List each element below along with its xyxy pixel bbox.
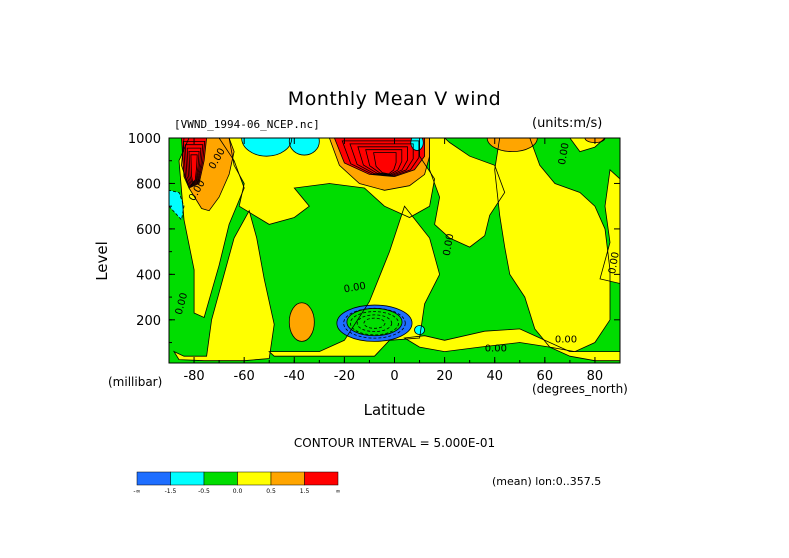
color-legend: -∞ -1.5 -0.5 0.0 0.5 1.5 ∞ xyxy=(133,471,341,495)
contour-line xyxy=(228,138,436,225)
contour-line xyxy=(341,140,420,177)
contour-line xyxy=(172,209,275,362)
contour-region xyxy=(241,138,292,157)
x-tick-label: 0 xyxy=(390,369,398,384)
legend-swatch xyxy=(136,471,171,486)
x-axis-units: (degrees_north) xyxy=(532,382,628,396)
y-tick-label: 600 xyxy=(136,223,161,238)
x-tick-label: 20 xyxy=(436,369,453,384)
x-tick-label: -20 xyxy=(334,369,355,384)
x-tick-label: -40 xyxy=(284,369,305,384)
contour-line xyxy=(494,138,611,353)
contour-line xyxy=(268,205,441,357)
contour-line xyxy=(169,189,185,221)
legend-label: 1.5 xyxy=(300,488,310,495)
contour-line xyxy=(569,138,606,153)
contour-label: 0.00 xyxy=(442,233,457,257)
contour-label: 0.00 xyxy=(555,335,577,346)
contour-line xyxy=(182,140,206,188)
contour-lines xyxy=(169,138,620,362)
x-tick-label: 60 xyxy=(537,369,554,384)
legend-swatch xyxy=(304,471,339,486)
contour-line xyxy=(356,314,393,332)
contour-region xyxy=(289,302,315,342)
contour-line xyxy=(350,311,399,336)
contour-region xyxy=(487,138,538,152)
contour-region xyxy=(600,169,620,284)
legend-label: -1.5 xyxy=(165,488,177,495)
contour-region xyxy=(494,138,610,352)
contour-line xyxy=(414,325,425,335)
dataset-label: [VWND_1994-06_NCEP.nc] xyxy=(174,118,320,131)
filled-contours xyxy=(169,138,620,363)
legend-label: -0.5 xyxy=(198,488,210,495)
contour-label: 0.00 xyxy=(607,251,622,275)
contour-line xyxy=(486,138,538,153)
legend-swatch xyxy=(237,471,272,486)
contour-line xyxy=(188,150,200,185)
legend-swatch xyxy=(203,471,238,486)
longitude-mean-note: (mean) lon:0..357.5 xyxy=(492,475,602,488)
contour-line xyxy=(288,138,320,156)
contour-region xyxy=(414,325,425,335)
legend-label: 0.0 xyxy=(233,488,243,495)
x-tick-label: 40 xyxy=(486,369,503,384)
contour-line xyxy=(410,138,424,151)
contour-region xyxy=(289,138,320,156)
y-tick-label: 800 xyxy=(136,177,161,192)
x-tick-label: 80 xyxy=(587,369,604,384)
contour-line xyxy=(328,138,431,191)
contour-line xyxy=(178,138,245,319)
y-tick-label: 400 xyxy=(136,268,161,283)
contour-line xyxy=(357,146,408,176)
contour-label: 0.00 xyxy=(557,142,572,166)
units-label: (units:m/s) xyxy=(532,116,603,131)
y-tick-label: 1000 xyxy=(128,132,161,147)
contour-line xyxy=(403,328,620,362)
contour-label: 0.00 xyxy=(343,281,367,296)
legend-swatch xyxy=(270,471,305,486)
legend-label: -∞ xyxy=(133,488,140,495)
contour-region xyxy=(169,190,184,220)
contour-line xyxy=(346,308,403,337)
contour-line xyxy=(363,317,386,329)
legend-label: ∞ xyxy=(336,488,341,495)
contour-line xyxy=(365,149,403,175)
contour-label: 0.00 xyxy=(485,344,507,355)
x-tick-label: -80 xyxy=(183,369,204,384)
contour-line xyxy=(181,138,208,189)
x-tick-label: -60 xyxy=(234,369,255,384)
contour-region xyxy=(429,138,505,248)
legend-label: 0.5 xyxy=(266,488,276,495)
contour-line xyxy=(599,168,620,284)
contour-line xyxy=(288,302,315,342)
y-tick-label: 200 xyxy=(136,314,161,329)
contour-line xyxy=(373,152,397,175)
contour-region xyxy=(174,210,275,361)
y-axis-units: (millibar) xyxy=(108,375,163,389)
legend-swatch xyxy=(170,471,205,486)
contour-line xyxy=(429,138,506,248)
contour-line xyxy=(349,143,414,176)
chart-title: Monthly Mean V wind xyxy=(287,88,502,110)
contour-interval: CONTOUR INTERVAL = 5.000E-01 xyxy=(293,436,496,450)
x-axis-label: Latitude xyxy=(363,401,426,419)
contour-region xyxy=(404,328,620,361)
axes: -80 -60 -40 -20 0 20 40 60 80 200 400 600 800 1000 xyxy=(128,132,620,384)
contour-line xyxy=(184,144,204,187)
contour-line xyxy=(186,147,202,186)
contour-line xyxy=(336,304,413,342)
contour-line xyxy=(333,138,426,178)
contour-line xyxy=(190,154,198,184)
